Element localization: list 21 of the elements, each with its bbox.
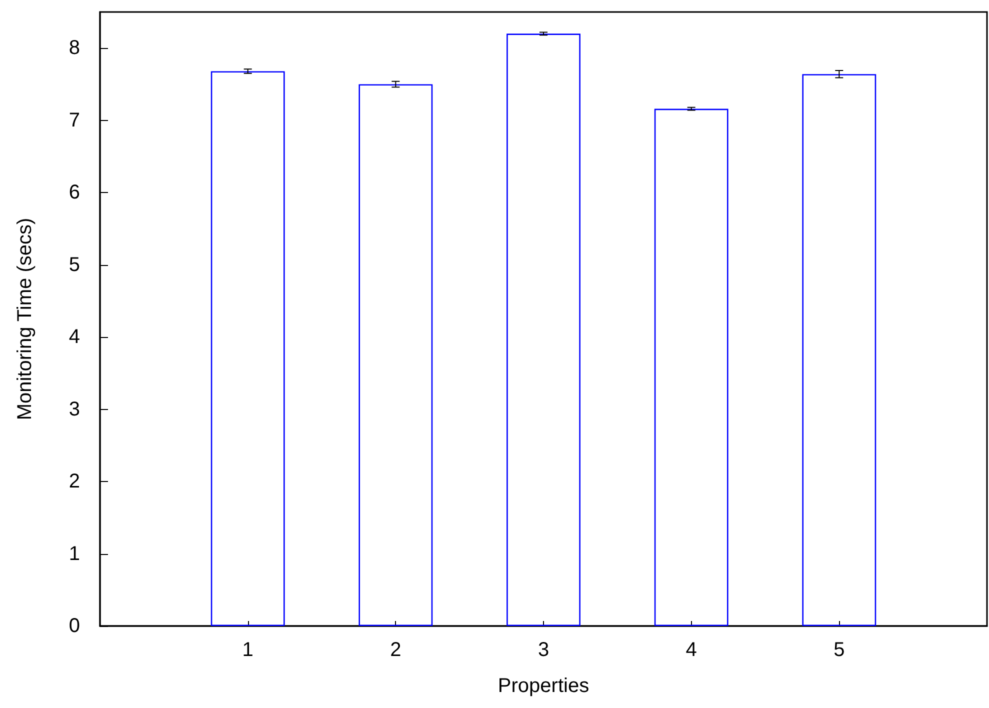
bar bbox=[358, 84, 433, 626]
y-tick-label: 7 bbox=[68, 109, 80, 132]
y-tick-label: 2 bbox=[68, 470, 80, 493]
y-tick-label: 0 bbox=[68, 615, 80, 637]
y-tick-label: 4 bbox=[68, 326, 80, 348]
bar bbox=[654, 108, 728, 626]
y-tick-label: 3 bbox=[68, 398, 80, 420]
y-tick-label: 5 bbox=[68, 254, 80, 276]
x-axis-title: Properties bbox=[498, 675, 590, 697]
x-tick-label: 1 bbox=[242, 639, 254, 661]
y-tick-label: 6 bbox=[68, 182, 80, 204]
y-tick-label: 1 bbox=[68, 542, 80, 565]
y-tick-label: 8 bbox=[68, 37, 80, 60]
bar bbox=[506, 34, 580, 626]
x-tick-label: 5 bbox=[834, 639, 845, 661]
x-tick-label: 2 bbox=[390, 639, 402, 661]
x-tick-label: 4 bbox=[686, 639, 697, 661]
bar bbox=[210, 71, 285, 626]
y-axis-title: Monitoring Time (secs) bbox=[14, 218, 36, 420]
bar bbox=[802, 74, 876, 626]
x-tick-label: 3 bbox=[538, 639, 550, 661]
